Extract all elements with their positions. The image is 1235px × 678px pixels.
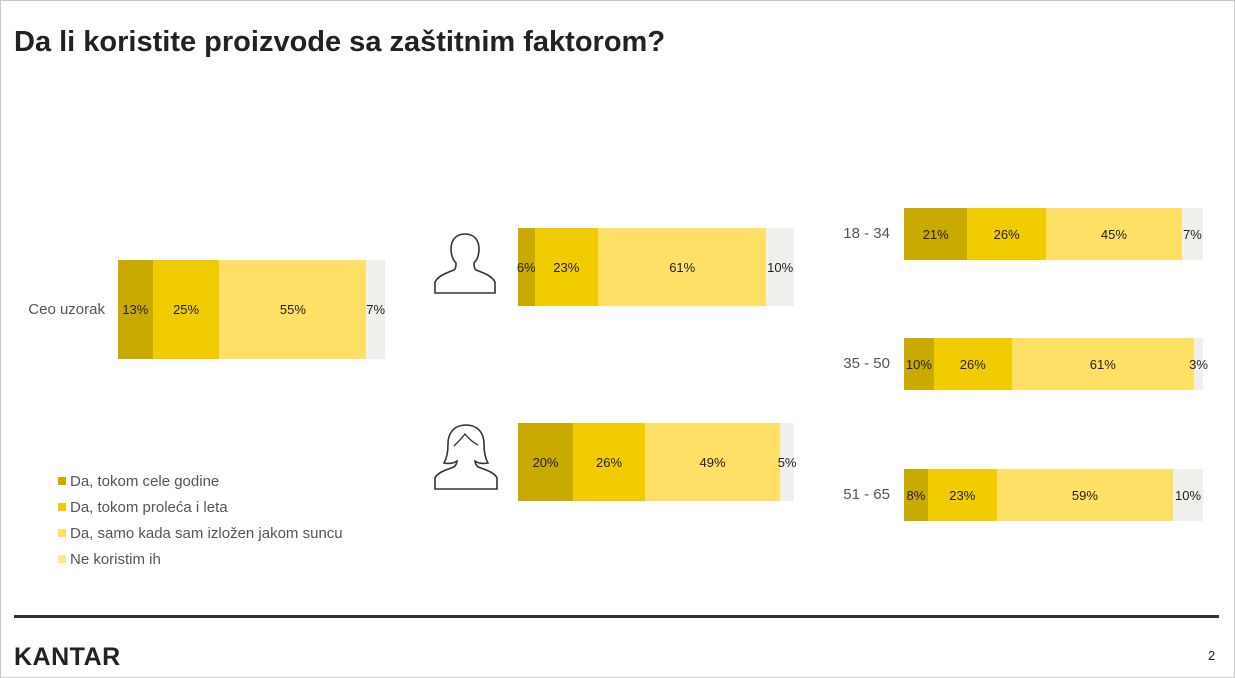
legend-item: Da, tokom cele godine bbox=[58, 468, 343, 494]
footer-divider bbox=[14, 615, 1219, 618]
bar-female: 20% 26% 49% 5% bbox=[518, 423, 796, 501]
legend-label: Da, tokom cele godine bbox=[70, 472, 220, 490]
bar-age-18-34: 21% 26% 45% 7% bbox=[904, 208, 1203, 260]
bar-male: 6% 23% 61% 10% bbox=[517, 228, 794, 306]
logo-text: KANTAR bbox=[14, 643, 121, 671]
legend-label: Da, samo kada sam izložen jakom suncu bbox=[70, 524, 343, 542]
female-person-icon bbox=[434, 424, 498, 490]
segment-ne-koristim: 7% bbox=[1181, 208, 1203, 260]
legend-label: Da, tokom proleća i leta bbox=[70, 498, 228, 516]
segment-izlozen-suncu: 55% bbox=[219, 260, 367, 359]
legend-item: Ne koristim ih bbox=[58, 546, 343, 572]
legend-item: Da, tokom proleća i leta bbox=[58, 494, 343, 520]
segment-izlozen-suncu: 45% bbox=[1045, 208, 1182, 260]
segment-izlozen-suncu: 59% bbox=[996, 469, 1174, 521]
row-label-ceo-uzorak: Ceo uzorak bbox=[28, 301, 105, 318]
segment-izlozen-suncu: 61% bbox=[1011, 338, 1194, 390]
segment-ne-koristim: 5% bbox=[778, 423, 796, 501]
row-label-18-34: 18 - 34 bbox=[843, 225, 890, 242]
segment-proleca-leta: 26% bbox=[573, 423, 645, 501]
segment-cele-godine: 6% bbox=[517, 228, 536, 306]
segment-ne-koristim: 10% bbox=[1173, 469, 1203, 521]
segment-cele-godine: 13% bbox=[118, 260, 153, 359]
legend-swatch bbox=[58, 477, 66, 485]
segment-izlozen-suncu: 49% bbox=[644, 423, 781, 501]
segment-cele-godine: 10% bbox=[904, 338, 934, 390]
legend-swatch bbox=[58, 503, 66, 511]
segment-ne-koristim: 3% bbox=[1189, 338, 1208, 390]
segment-proleca-leta: 25% bbox=[152, 260, 220, 359]
bar-ceo-uzorak: 13% 25% 55% 7% bbox=[118, 260, 385, 359]
segment-ne-koristim: 7% bbox=[366, 260, 385, 359]
segment-ne-koristim: 10% bbox=[766, 228, 794, 306]
male-person-icon bbox=[434, 233, 496, 294]
segment-izlozen-suncu: 61% bbox=[598, 228, 767, 306]
segment-cele-godine: 21% bbox=[904, 208, 968, 260]
segment-proleca-leta: 26% bbox=[967, 208, 1046, 260]
legend-item: Da, samo kada sam izložen jakom suncu bbox=[58, 520, 343, 546]
segment-cele-godine: 20% bbox=[518, 423, 574, 501]
bar-age-51-65: 8% 23% 59% 10% bbox=[904, 469, 1203, 521]
legend-swatch bbox=[58, 529, 66, 537]
chart-legend: Da, tokom cele godine Da, tokom proleća … bbox=[58, 468, 343, 572]
row-label-35-50: 35 - 50 bbox=[843, 355, 890, 372]
segment-cele-godine: 8% bbox=[904, 469, 928, 521]
segment-proleca-leta: 26% bbox=[933, 338, 1012, 390]
segment-proleca-leta: 23% bbox=[927, 469, 997, 521]
kantar-logo: KANTAR bbox=[14, 643, 121, 672]
page-number: 2 bbox=[1208, 648, 1216, 663]
slide-title: Da li koristite proizvode sa zaštitnim f… bbox=[14, 26, 666, 58]
legend-label: Ne koristim ih bbox=[70, 550, 161, 568]
segment-proleca-leta: 23% bbox=[534, 228, 599, 306]
bar-age-35-50: 10% 26% 61% 3% bbox=[904, 338, 1208, 390]
row-label-51-65: 51 - 65 bbox=[843, 486, 890, 503]
legend-swatch bbox=[58, 555, 66, 563]
